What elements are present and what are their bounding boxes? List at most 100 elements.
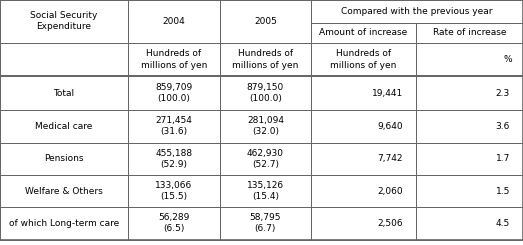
Bar	[128, 175, 220, 207]
Bar	[220, 110, 311, 143]
Text: 19,441: 19,441	[371, 89, 403, 98]
Bar	[311, 43, 416, 76]
Bar	[128, 43, 220, 76]
Text: 58,795
(6.7): 58,795 (6.7)	[249, 213, 281, 233]
Bar	[220, 207, 311, 240]
Bar	[416, 110, 523, 143]
Text: Medical care: Medical care	[36, 122, 93, 131]
Bar	[128, 0, 220, 43]
Text: Hundreds of
millions of yen: Hundreds of millions of yen	[232, 49, 299, 70]
Text: 1.7: 1.7	[496, 154, 510, 163]
Text: Total: Total	[53, 89, 75, 98]
Text: 879,150
(100.0): 879,150 (100.0)	[247, 83, 284, 103]
Bar	[311, 143, 416, 175]
Bar	[128, 76, 220, 110]
Text: Hundreds of
millions of yen: Hundreds of millions of yen	[141, 49, 207, 70]
Bar	[128, 207, 220, 240]
Bar	[0, 207, 128, 240]
Text: Social Security
Expenditure: Social Security Expenditure	[30, 11, 98, 31]
Bar	[0, 0, 128, 43]
Bar	[311, 23, 416, 43]
Bar	[416, 207, 523, 240]
Text: Amount of increase: Amount of increase	[320, 28, 407, 37]
Text: 281,094
(32.0): 281,094 (32.0)	[247, 116, 284, 136]
Bar	[0, 110, 128, 143]
Bar	[128, 143, 220, 175]
Text: 859,709
(100.0): 859,709 (100.0)	[155, 83, 192, 103]
Text: 133,066
(15.5): 133,066 (15.5)	[155, 181, 192, 201]
Bar	[311, 207, 416, 240]
Bar	[311, 23, 416, 43]
Text: 2004: 2004	[163, 17, 185, 26]
Bar	[128, 43, 220, 76]
Text: Hundreds of
millions of yen: Hundreds of millions of yen	[331, 49, 396, 70]
Text: 56,289
(6.5): 56,289 (6.5)	[158, 213, 189, 233]
Bar	[128, 175, 220, 207]
Text: 2.3: 2.3	[496, 89, 510, 98]
Text: 3.6: 3.6	[496, 122, 510, 131]
Text: of which Long-term care: of which Long-term care	[9, 219, 119, 228]
Bar	[416, 43, 523, 76]
Bar	[128, 207, 220, 240]
Bar	[311, 110, 416, 143]
Bar	[128, 110, 220, 143]
Text: 455,188
(52.9): 455,188 (52.9)	[155, 149, 192, 169]
Text: 7,742: 7,742	[377, 154, 403, 163]
Bar	[220, 207, 311, 240]
Text: 462,930
(52.7): 462,930 (52.7)	[247, 149, 284, 169]
Bar	[0, 43, 128, 76]
Text: Rate of increase: Rate of increase	[433, 28, 506, 37]
Bar	[128, 0, 220, 43]
Bar	[311, 76, 416, 110]
Text: 2,506: 2,506	[377, 219, 403, 228]
Bar	[416, 143, 523, 175]
Bar	[0, 175, 128, 207]
Bar	[416, 143, 523, 175]
Bar	[416, 175, 523, 207]
Bar	[220, 76, 311, 110]
Bar	[0, 76, 128, 110]
Bar	[220, 76, 311, 110]
Bar	[220, 143, 311, 175]
Bar	[220, 43, 311, 76]
Bar	[311, 175, 416, 207]
Text: 2,060: 2,060	[377, 187, 403, 196]
Bar	[416, 175, 523, 207]
Bar	[128, 110, 220, 143]
Bar	[0, 110, 128, 143]
Bar	[311, 0, 523, 23]
Bar	[220, 0, 311, 43]
Bar	[0, 175, 128, 207]
Bar	[311, 76, 416, 110]
Bar	[128, 76, 220, 110]
Text: Compared with the previous year: Compared with the previous year	[342, 7, 493, 16]
Bar	[311, 207, 416, 240]
Text: 135,126
(15.4): 135,126 (15.4)	[247, 181, 284, 201]
Bar	[416, 23, 523, 43]
Bar	[416, 43, 523, 76]
Bar	[0, 143, 128, 175]
Bar	[416, 23, 523, 43]
Bar	[416, 207, 523, 240]
Bar	[416, 76, 523, 110]
Bar	[128, 143, 220, 175]
Bar	[311, 0, 523, 23]
Text: 4.5: 4.5	[496, 219, 510, 228]
Text: 271,454
(31.6): 271,454 (31.6)	[155, 116, 192, 136]
Bar	[311, 110, 416, 143]
Text: Welfare & Others: Welfare & Others	[25, 187, 103, 196]
Text: 2005: 2005	[254, 17, 277, 26]
Bar	[311, 143, 416, 175]
Bar	[220, 110, 311, 143]
Bar	[311, 43, 416, 76]
Text: Pensions: Pensions	[44, 154, 84, 163]
Text: 1.5: 1.5	[496, 187, 510, 196]
Bar	[0, 143, 128, 175]
Bar	[220, 43, 311, 76]
Bar	[220, 143, 311, 175]
Bar	[311, 175, 416, 207]
Bar	[0, 76, 128, 110]
Bar	[416, 110, 523, 143]
Bar	[220, 0, 311, 43]
Text: %: %	[504, 55, 513, 64]
